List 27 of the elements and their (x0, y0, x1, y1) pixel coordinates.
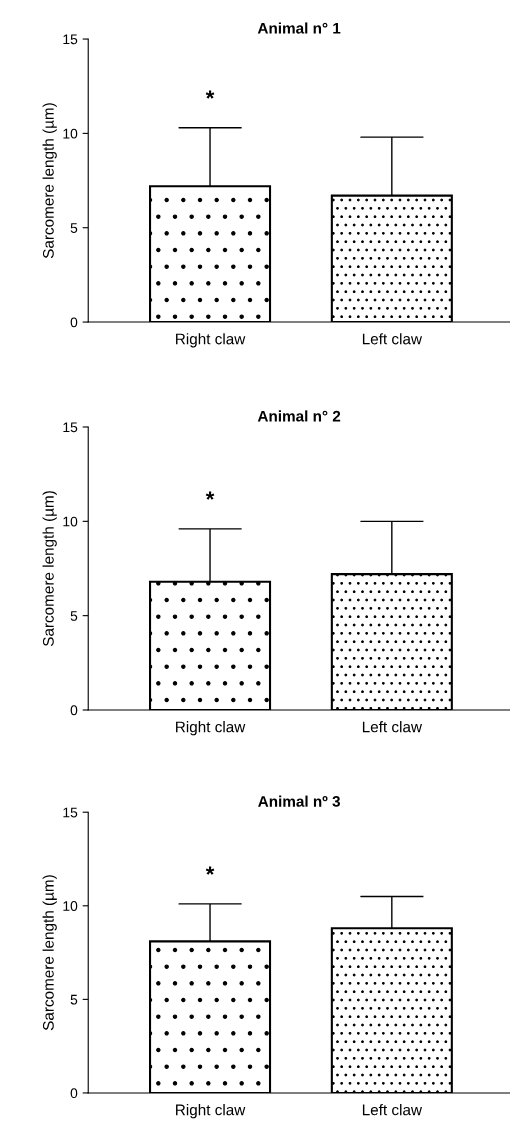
y-tick-label: 15 (63, 422, 78, 433)
y-tick-label: 5 (70, 994, 78, 1005)
x-tick-label: Left claw (362, 1104, 423, 1116)
y-tick-label: 10 (63, 901, 78, 911)
x-tick-label: Right claw (176, 1104, 246, 1119)
y-tick-label: 10 (63, 128, 78, 139)
y-axis-title: Sarcomere length (µm) (42, 875, 57, 1031)
annotation: * (205, 866, 215, 875)
x-tick-label: Left claw (362, 721, 423, 733)
y-axis-title: Sarcomere length (µm) (42, 103, 57, 259)
y-tick-label: 0 (70, 1088, 78, 1099)
chart-title: Animal nº 3 (258, 795, 340, 807)
y-tick-label: 5 (70, 611, 78, 621)
y-tick-label: 10 (63, 516, 78, 527)
y-axis-title: Sarcomere length (µm) (42, 491, 57, 647)
y-tick-label: 5 (70, 223, 78, 233)
x-tick-label: Right claw (176, 721, 246, 736)
annotation: * (205, 90, 215, 99)
y-tick-label: 0 (70, 705, 78, 716)
chart-title: Animal n° 1 (257, 22, 341, 34)
x-tick-label: Left claw (362, 333, 423, 345)
annotation: * (205, 491, 215, 500)
chart-title: Animal n° 2 (257, 410, 341, 422)
x-tick-label: Right claw (176, 333, 246, 348)
y-tick-label: 0 (70, 317, 78, 328)
y-tick-label: 15 (63, 807, 78, 818)
y-tick-label: 15 (63, 34, 78, 45)
